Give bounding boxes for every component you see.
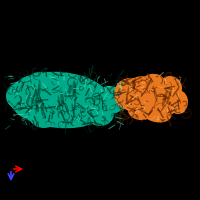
Ellipse shape [132, 79, 135, 89]
Ellipse shape [40, 99, 44, 117]
Ellipse shape [168, 90, 188, 114]
Ellipse shape [128, 104, 152, 120]
Ellipse shape [58, 95, 61, 110]
Ellipse shape [6, 84, 26, 108]
Ellipse shape [166, 89, 172, 104]
Ellipse shape [72, 81, 76, 97]
Ellipse shape [140, 101, 172, 123]
Ellipse shape [35, 104, 37, 115]
Ellipse shape [114, 78, 146, 110]
Ellipse shape [20, 72, 60, 120]
Ellipse shape [66, 76, 94, 96]
Ellipse shape [12, 82, 40, 118]
Ellipse shape [40, 74, 72, 94]
Ellipse shape [60, 91, 64, 106]
Ellipse shape [120, 76, 168, 116]
Ellipse shape [35, 97, 39, 113]
Ellipse shape [158, 76, 182, 100]
Ellipse shape [20, 96, 22, 105]
Ellipse shape [54, 86, 114, 122]
Ellipse shape [126, 97, 129, 106]
Ellipse shape [126, 86, 129, 102]
Ellipse shape [25, 92, 31, 109]
Ellipse shape [28, 100, 60, 128]
Ellipse shape [72, 82, 77, 99]
Ellipse shape [65, 103, 69, 115]
Ellipse shape [54, 104, 86, 128]
Ellipse shape [146, 80, 182, 116]
Ellipse shape [18, 76, 42, 96]
Ellipse shape [31, 90, 36, 108]
Ellipse shape [153, 86, 157, 100]
Ellipse shape [38, 80, 41, 98]
Ellipse shape [140, 74, 164, 90]
Ellipse shape [133, 83, 135, 92]
Ellipse shape [74, 94, 76, 110]
Ellipse shape [162, 90, 168, 107]
Ellipse shape [68, 85, 72, 94]
Ellipse shape [8, 72, 112, 128]
Ellipse shape [86, 102, 114, 126]
Ellipse shape [94, 86, 126, 114]
Ellipse shape [71, 103, 76, 119]
Ellipse shape [137, 96, 143, 110]
